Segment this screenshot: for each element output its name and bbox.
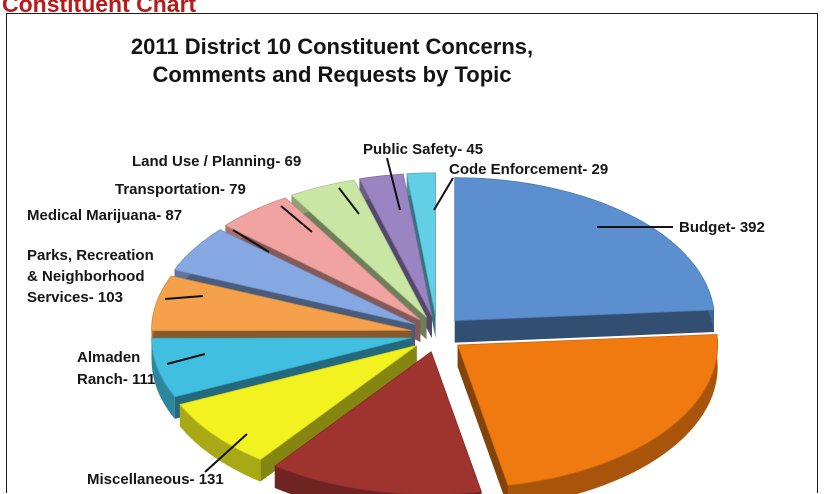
slice-top (457, 333, 719, 486)
slice-top (290, 179, 427, 318)
slice-top (406, 172, 436, 316)
slice-label: Almaden (77, 349, 140, 366)
slice-top (173, 229, 416, 325)
slice-label: & Neighborhood (27, 268, 144, 285)
slice-top (358, 173, 433, 317)
pie-slice-0 (454, 177, 715, 343)
slice-rim (151, 338, 175, 419)
page-heading: Constituent Chart (2, 0, 197, 17)
chart-title-line: Comments and Requests by Topic (153, 62, 512, 87)
slice-label: Miscellaneous- 131 (87, 471, 224, 488)
slice-label: Code Enforcement- 29 (449, 161, 608, 178)
leader-line (164, 295, 204, 300)
leader-line (386, 157, 401, 211)
pie-slice-2 (274, 351, 483, 494)
slice-top (179, 344, 417, 461)
leader-line (338, 187, 360, 215)
chart-title-group: 2011 District 10 Constituent Concerns, Co… (131, 34, 533, 87)
slice-wall (457, 345, 508, 494)
slice-rim (179, 404, 261, 482)
slice-top (454, 177, 715, 322)
slice-top (151, 275, 412, 332)
slice-top (224, 197, 421, 321)
leader-line (232, 229, 270, 253)
slice-label: Ranch- 111 (77, 371, 155, 388)
slice-group (151, 172, 719, 494)
pie-slice-1 (457, 333, 719, 494)
slice-label: Medical Marijuana- 87 (27, 207, 182, 224)
leader-line (204, 433, 248, 473)
slice-label: Land Use / Planning- 69 (132, 153, 301, 170)
chart-title-line: 2011 District 10 Constituent Concerns, (131, 34, 533, 59)
slice-top (151, 337, 412, 398)
slice-label: Transportation- 79 (115, 181, 246, 198)
slice-label: Public Safety- 45 (363, 141, 483, 158)
chart-frame: 2011 District 10 Constituent Concerns, Co… (6, 13, 818, 494)
slice-label: Parks, Recreation (27, 247, 154, 264)
leader-line (433, 177, 454, 211)
pie-chart: 2011 District 10 Constituent Concerns, Co… (27, 34, 765, 494)
label-group: Budget- 392 Miscellaneous- 131 Almaden Ranc… (27, 141, 765, 488)
slice-label: Services- 103 (27, 289, 123, 306)
leader-line (280, 205, 313, 233)
slice-label: Budget- 392 (679, 219, 765, 236)
leader-line (166, 353, 206, 365)
slice-rim (507, 334, 718, 494)
